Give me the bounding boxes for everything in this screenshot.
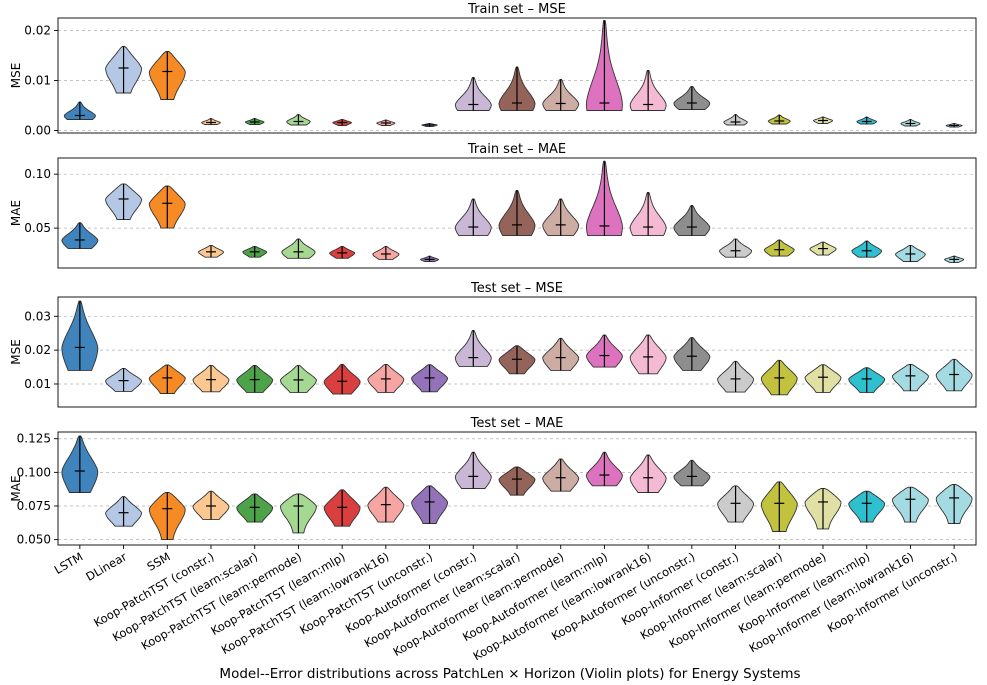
- y-axis-label: MSE: [9, 339, 23, 365]
- panel-1: Train set – MSE MSE 0.00 0.01 0.02: [9, 2, 977, 138]
- y-tick-label: 0.050: [17, 533, 51, 547]
- panel-title: Train set – MSE: [467, 2, 566, 17]
- panel-frame: [57, 296, 977, 408]
- y-tick-label: 0.02: [24, 343, 51, 357]
- y-tick-label: 0.01: [24, 74, 51, 88]
- y-axis-label: MSE: [9, 63, 23, 89]
- y-tick-label: 0.10: [24, 167, 51, 181]
- panel-title: Test set – MAE: [470, 416, 564, 431]
- y-tick-label: 0.075: [17, 499, 51, 513]
- y-axis-label: MAE: [9, 475, 23, 501]
- y-tick-label: 0.02: [24, 24, 51, 38]
- y-axis-label: MAE: [9, 200, 23, 226]
- y-tick-label: 0.05: [24, 221, 51, 235]
- panel-4: Test set – MAE MAE 0.050 0.075 0.100 0.125: [9, 416, 977, 547]
- y-tick-label: 0.100: [17, 465, 51, 479]
- y-tick-label: 0.03: [24, 309, 51, 323]
- panel-title: Train set – MAE: [467, 142, 566, 157]
- y-tick-label: 0.00: [24, 124, 51, 138]
- panel-frame: [57, 17, 977, 134]
- x-tick-label: LSTM: [52, 549, 86, 576]
- y-tick-label: 0.01: [24, 377, 51, 391]
- figure-suptitle: Model--Error distributions across PatchL…: [219, 666, 800, 682]
- y-tick-label: 0.125: [17, 432, 51, 446]
- panel-title: Test set – MSE: [470, 281, 563, 296]
- panel-frame: [57, 157, 977, 269]
- x-tick-label: DLinear: [83, 549, 129, 584]
- x-tick-label: SSM: [145, 549, 173, 573]
